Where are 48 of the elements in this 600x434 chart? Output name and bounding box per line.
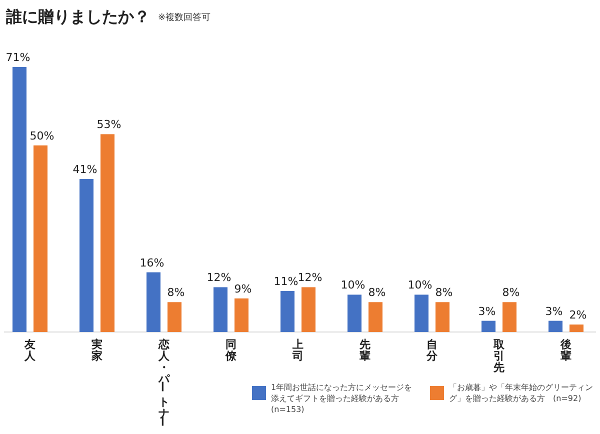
bar [100, 134, 114, 332]
data-label: 50% [30, 129, 54, 142]
bar [146, 272, 160, 332]
data-label: 2% [569, 308, 587, 322]
data-label: 41% [72, 162, 98, 176]
x-tick-label: 先輩 [358, 338, 370, 362]
data-label: 10% [408, 278, 432, 292]
data-label: 16% [140, 256, 164, 270]
data-label: 12% [206, 271, 232, 284]
bar [280, 290, 294, 332]
data-label: 8% [167, 286, 185, 300]
bar [302, 287, 316, 332]
data-label: 3% [478, 304, 496, 318]
data-label: 12% [298, 271, 322, 284]
data-label: 11% [274, 274, 298, 288]
data-label: 8% [368, 286, 386, 300]
x-tick-label: 自分 [426, 338, 438, 362]
data-label: 3% [545, 304, 563, 318]
data-label: 10% [340, 278, 366, 292]
bar [168, 302, 182, 332]
bar [482, 320, 496, 332]
x-tick-label: 上司 [292, 338, 304, 362]
data-label: 53% [96, 118, 122, 132]
x-tick-label: 取引先 [492, 338, 506, 374]
x-tick-label: 実家 [90, 338, 102, 362]
legend-label: 「お歳暮」や「年末年始のグリーティング」を贈った経験がある方 (n=92) [449, 382, 594, 404]
bar [368, 302, 382, 332]
bar [234, 298, 248, 332]
bar [414, 294, 428, 332]
bar [502, 302, 516, 332]
bar [80, 178, 94, 332]
bar [548, 320, 562, 332]
bar [436, 302, 450, 332]
data-label: 8% [435, 286, 453, 300]
bar [12, 67, 26, 332]
bar [214, 287, 228, 332]
bar [570, 324, 584, 332]
data-label: 8% [502, 286, 520, 300]
chart-title: 誰に贈りましたか？ [5, 7, 150, 26]
legend-label: 1年間お世話になった方にメッセージを添えてギフトを贈った経験がある方 (n=153) [271, 382, 414, 416]
chart-subtitle: ※複数回答可 [158, 12, 211, 23]
x-tick-label: 後輩 [560, 338, 572, 362]
data-label: 9% [234, 282, 252, 296]
data-label: 71% [6, 51, 30, 64]
bar [348, 294, 362, 332]
x-tick-label: 友人 [24, 338, 36, 362]
bar [34, 145, 48, 332]
x-tick-label: 同僚 [224, 338, 238, 362]
